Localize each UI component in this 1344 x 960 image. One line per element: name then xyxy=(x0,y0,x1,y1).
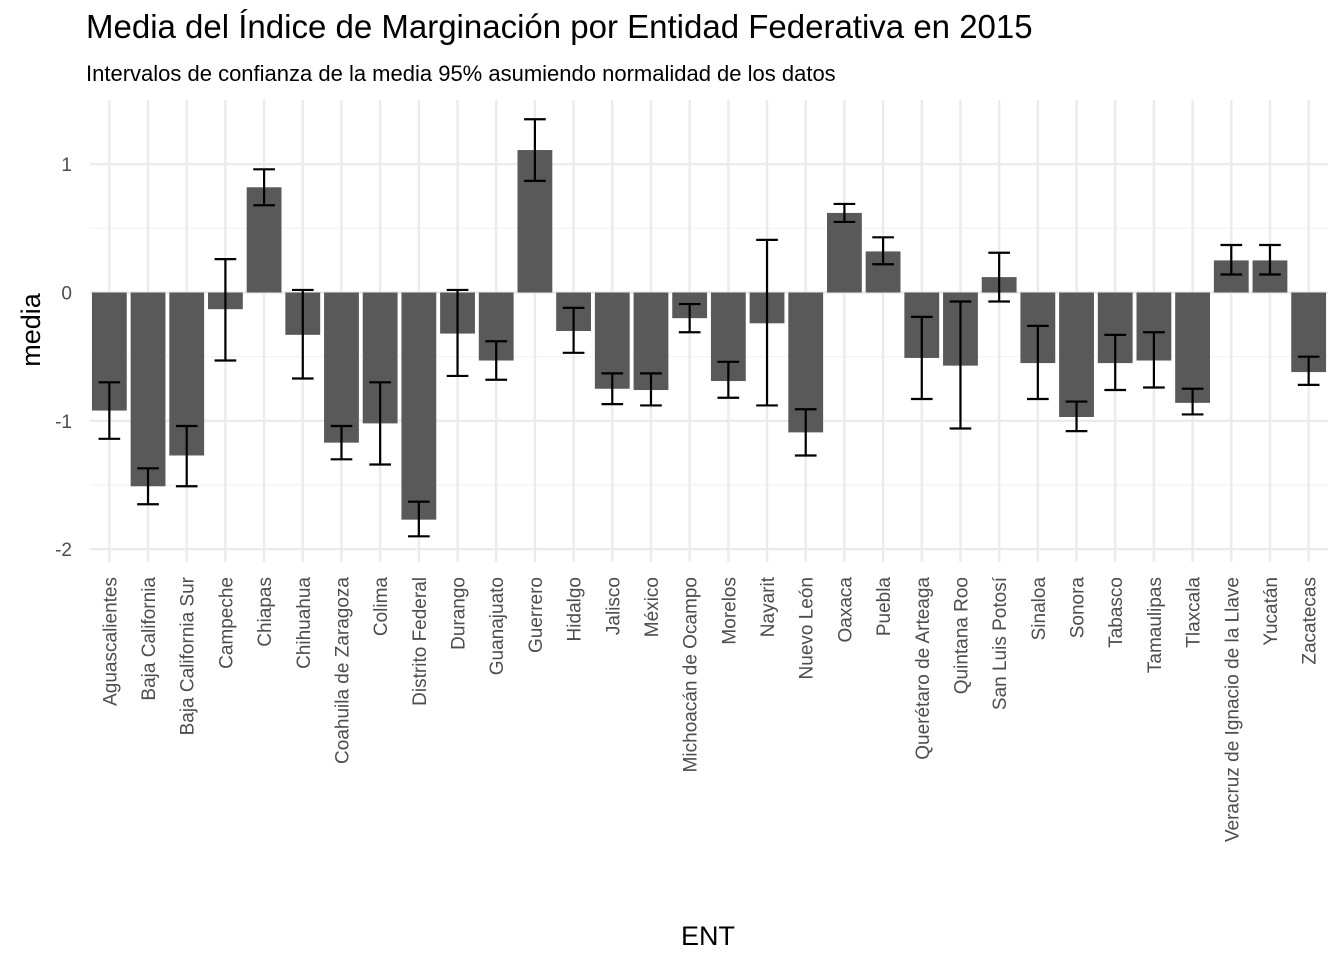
x-tick-label: Guanajuato xyxy=(487,577,508,675)
bar-2 xyxy=(130,292,166,487)
error-bar-6 xyxy=(291,288,314,380)
x-tick-label: Jalisco xyxy=(603,577,624,635)
y-tick-label: 0 xyxy=(61,284,72,305)
y-axis-title: media xyxy=(16,292,46,367)
y-tick-label: -1 xyxy=(55,412,72,433)
x-tick-label: Tabasco xyxy=(1106,577,1127,648)
x-tick-label: Sonora xyxy=(1068,577,1089,639)
chart-title: Media del Índice de Marginación por Enti… xyxy=(86,8,1033,45)
error-bar-9 xyxy=(408,500,430,538)
error-bar-16 xyxy=(678,302,701,334)
x-tick-label: Aguascalientes xyxy=(100,577,121,706)
error-bar-29 xyxy=(1181,387,1204,416)
y-tick-label: -2 xyxy=(55,540,72,561)
x-tick-label: Quintana Roo xyxy=(951,577,972,694)
x-tick-label: Chihuahua xyxy=(294,577,315,669)
error-bar-12 xyxy=(524,118,546,182)
error-bars xyxy=(98,118,1320,538)
error-bar-27 xyxy=(1104,333,1127,392)
error-bar-31 xyxy=(1259,243,1281,276)
error-bar-20 xyxy=(833,202,856,224)
x-tick-label: Chiapas xyxy=(255,577,276,647)
bars xyxy=(91,150,1327,520)
error-bar-8 xyxy=(369,381,391,466)
x-tick-label: Nuevo León xyxy=(797,577,818,679)
x-tick-label: Baja California xyxy=(139,577,160,701)
bar-20 xyxy=(826,212,862,293)
error-bar-7 xyxy=(330,424,353,461)
x-tick-label: Colima xyxy=(371,577,392,637)
y-axis: -2 -1 0 1 xyxy=(55,155,72,561)
bar-9 xyxy=(401,292,437,520)
x-tick-label: Hidalgo xyxy=(565,577,586,641)
x-tick-label: Zacatecas xyxy=(1300,577,1321,665)
error-bar-13 xyxy=(562,306,585,354)
x-tick-label: Tamaulipas xyxy=(1145,577,1166,673)
error-bar-15 xyxy=(640,372,662,407)
chart-subtitle: Intervalos de confianza de la media 95% … xyxy=(86,61,836,86)
error-bar-1 xyxy=(98,381,121,440)
x-tick-label: Durango xyxy=(449,577,470,650)
x-tick-label: Querétaro de Arteaga xyxy=(913,577,934,760)
x-tick-label: Yucatán xyxy=(1261,577,1282,646)
error-bar-17 xyxy=(717,360,740,399)
error-bar-22 xyxy=(910,315,933,401)
x-tick-label: Guerrero xyxy=(526,577,547,653)
error-bar-23 xyxy=(949,300,972,430)
error-bar-18 xyxy=(756,238,778,407)
error-bar-14 xyxy=(601,372,624,406)
error-bar-28 xyxy=(1143,331,1165,389)
x-tick-label: Michoacán de Ocampo xyxy=(681,577,702,772)
error-bar-30 xyxy=(1220,243,1243,276)
x-tick-label: Tlaxcala xyxy=(1184,577,1205,648)
x-tick-label: Baja California Sur xyxy=(178,576,199,735)
x-tick-label: Veracruz de Ignacio de la Llave xyxy=(1222,577,1243,842)
x-tick-label: Distrito Federal xyxy=(410,577,431,706)
error-bar-26 xyxy=(1065,400,1088,433)
x-axis-title: ENT xyxy=(681,921,735,951)
error-bar-10 xyxy=(446,288,469,378)
x-tick-label: México xyxy=(642,577,663,637)
bar-29 xyxy=(1175,292,1211,403)
error-bar-5 xyxy=(253,168,275,207)
error-bar-11 xyxy=(485,340,508,381)
bar-7 xyxy=(324,292,359,443)
x-tick-label: Campeche xyxy=(216,577,237,669)
x-tick-label: Coahuila de Zaragoza xyxy=(332,577,353,764)
x-tick-label: San Luis Potosí xyxy=(990,576,1011,710)
error-bar-24 xyxy=(988,251,1010,303)
x-tick-label: Morelos xyxy=(719,577,740,645)
error-bar-21 xyxy=(872,236,894,266)
error-bar-3 xyxy=(175,424,198,488)
x-tick-label: Nayarit xyxy=(758,576,779,637)
x-tick-label: Puebla xyxy=(874,577,895,637)
y-tick-label: 1 xyxy=(61,155,72,176)
error-bar-25 xyxy=(1027,324,1049,401)
error-bar-4 xyxy=(214,258,237,362)
bar-26 xyxy=(1059,292,1094,417)
x-axis: Aguascalientes Baja California Baja Califo… xyxy=(100,576,1320,842)
error-bar-32 xyxy=(1297,355,1320,386)
error-bar-2 xyxy=(137,467,159,506)
x-tick-label: Sinaloa xyxy=(1029,577,1050,641)
error-bar-19 xyxy=(794,408,817,457)
x-tick-label: Oaxaca xyxy=(835,577,856,643)
